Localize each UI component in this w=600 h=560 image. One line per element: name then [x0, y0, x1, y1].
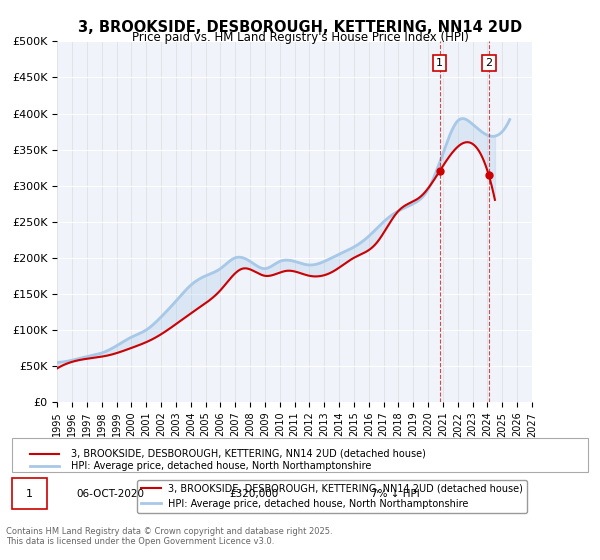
Text: 3, BROOKSIDE, DESBOROUGH, KETTERING, NN14 2UD: 3, BROOKSIDE, DESBOROUGH, KETTERING, NN1… — [78, 20, 522, 35]
Text: 1: 1 — [26, 488, 33, 498]
Text: 06-OCT-2020: 06-OCT-2020 — [77, 488, 145, 498]
Text: £320,000: £320,000 — [229, 488, 278, 498]
Point — [484, 170, 493, 179]
Legend: 3, BROOKSIDE, DESBOROUGH, KETTERING, NN14 2UD (detached house), HPI: Average pri: 3, BROOKSIDE, DESBOROUGH, KETTERING, NN1… — [137, 480, 527, 512]
FancyBboxPatch shape — [12, 478, 47, 509]
Text: 2: 2 — [485, 58, 492, 68]
Text: Contains HM Land Registry data © Crown copyright and database right 2025.
This d: Contains HM Land Registry data © Crown c… — [6, 526, 332, 546]
Text: 3, BROOKSIDE, DESBOROUGH, KETTERING, NN14 2UD (detached house): 3, BROOKSIDE, DESBOROUGH, KETTERING, NN1… — [71, 449, 425, 459]
FancyBboxPatch shape — [12, 438, 588, 472]
Point — [435, 167, 445, 176]
Text: 7% ↓ HPI: 7% ↓ HPI — [371, 488, 419, 498]
Text: 1: 1 — [436, 58, 443, 68]
Text: HPI: Average price, detached house, North Northamptonshire: HPI: Average price, detached house, Nort… — [71, 461, 371, 471]
Text: Price paid vs. HM Land Registry's House Price Index (HPI): Price paid vs. HM Land Registry's House … — [131, 31, 469, 44]
